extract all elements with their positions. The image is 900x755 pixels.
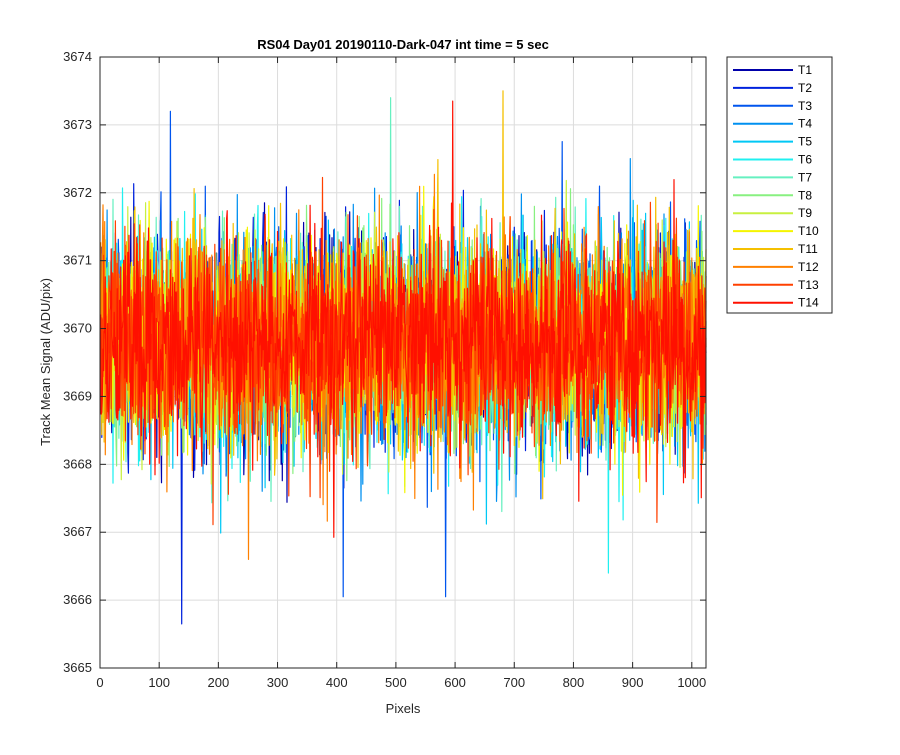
x-axis-label: Pixels — [386, 701, 421, 716]
y-tick-label: 3673 — [63, 117, 92, 132]
series-line-t13 — [100, 176, 707, 526]
plot-area-border — [99, 56, 707, 669]
x-tick-label: 800 — [563, 675, 585, 690]
x-tick-label: 500 — [385, 675, 407, 690]
legend-label-t13: T13 — [798, 278, 819, 292]
y-tick-label: 3670 — [63, 321, 92, 336]
x-tick-label: 600 — [444, 675, 466, 690]
legend-label-t3: T3 — [798, 99, 812, 113]
x-tick-label: 400 — [326, 675, 348, 690]
legend-label-t11: T11 — [798, 242, 818, 256]
y-tick-label: 3666 — [63, 592, 92, 607]
y-tick-label: 3668 — [63, 456, 92, 471]
legend: T1 T2 T3 T4 T5 T6 T7 T8 T9 T10 T11 T12 T13 T14 — [726, 56, 833, 314]
x-tick-label: 100 — [148, 675, 170, 690]
legend-box — [726, 56, 833, 314]
y-tick-label: 3669 — [63, 388, 92, 403]
x-tick-label: 700 — [503, 675, 525, 690]
x-tick-label: 1000 — [677, 675, 706, 690]
y-tick-label: 3672 — [63, 185, 92, 200]
axis-ticks: 0 100 200 300 400 500 600 700 800 900 1000 3665 3666… — [63, 49, 706, 690]
legend-label-t14: T14 — [798, 296, 819, 310]
x-tick-label: 300 — [267, 675, 289, 690]
x-tick-label: 900 — [622, 675, 644, 690]
legend-label-t1: T1 — [798, 63, 812, 77]
legend-label-t5: T5 — [798, 135, 812, 149]
chart-title: RS04 Day01 20190110-Dark-047 int time = … — [257, 37, 549, 52]
legend-label-t4: T4 — [798, 117, 812, 131]
y-axis-label: Track Mean Signal (ADU/pix) — [38, 278, 53, 446]
series-lines — [100, 90, 707, 625]
legend-label-t2: T2 — [798, 81, 812, 95]
legend-label-t7: T7 — [798, 170, 812, 184]
x-tick-label: 0 — [96, 675, 103, 690]
y-tick-label: 3671 — [63, 253, 92, 268]
x-tick-label: 200 — [208, 675, 230, 690]
legend-label-t9: T9 — [798, 206, 812, 220]
y-tick-label: 3667 — [63, 524, 92, 539]
y-tick-label: 3674 — [63, 49, 92, 64]
legend-label-t10: T10 — [798, 224, 819, 238]
legend-label-t12: T12 — [798, 260, 819, 274]
y-tick-label: 3665 — [63, 660, 92, 675]
legend-label-t8: T8 — [798, 188, 812, 202]
series-line-t14 — [100, 100, 707, 538]
legend-label-t6: T6 — [798, 153, 812, 167]
